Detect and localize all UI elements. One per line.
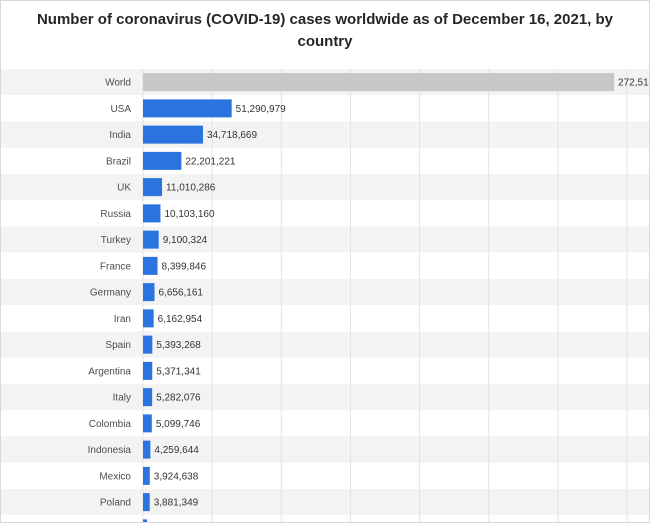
value-label: 6,656,161	[159, 288, 204, 299]
value-label: 5,371,341	[156, 366, 201, 377]
bar-spain	[143, 335, 153, 354]
row-band	[1, 147, 649, 174]
value-label: 10,103,160	[164, 209, 214, 220]
value-label: 5,282,076	[156, 393, 201, 404]
bar-partial	[143, 519, 147, 522]
value-label: 4,259,644	[154, 445, 199, 456]
row-band	[1, 200, 649, 227]
bar-world	[143, 73, 615, 92]
row-band	[1, 410, 649, 437]
bar-poland	[143, 493, 150, 512]
bar-indonesia	[143, 440, 151, 459]
bar-argentina	[143, 361, 153, 380]
value-label: 6,162,954	[158, 314, 203, 325]
row-band	[1, 489, 649, 516]
bar-usa	[143, 99, 232, 118]
category-label: USA	[110, 104, 131, 115]
bar-iran	[143, 309, 154, 328]
value-label: 5,099,746	[156, 419, 201, 430]
row-band	[1, 384, 649, 411]
value-label: 11,010,286	[166, 183, 216, 194]
value-label: 8,399,846	[162, 261, 207, 272]
row-band	[1, 305, 649, 332]
bar-brazil	[143, 151, 182, 170]
value-label: 9,100,324	[163, 235, 208, 246]
value-label: 51,290,979	[236, 104, 286, 115]
category-label: Iran	[114, 314, 131, 325]
row-band	[1, 226, 649, 253]
bar-colombia	[143, 414, 152, 433]
chart-title: Number of coronavirus (COVID-19) cases w…	[36, 11, 614, 50]
category-label: Turkey	[101, 235, 131, 246]
category-label: Germany	[90, 288, 131, 299]
value-label: 3,881,349	[154, 498, 199, 509]
row-band	[1, 515, 649, 522]
category-label: Italy	[113, 393, 131, 404]
bar-france	[143, 256, 158, 275]
value-label: 3,924,638	[154, 471, 199, 482]
category-label: France	[100, 261, 132, 272]
value-label: 22,201,221	[185, 156, 235, 167]
category-label: Poland	[100, 498, 131, 509]
bar-india	[143, 125, 204, 144]
row-band	[1, 357, 649, 384]
value-label: 34,718,669	[207, 130, 257, 141]
category-label: Colombia	[89, 419, 132, 430]
row-band	[1, 252, 649, 279]
category-label: Indonesia	[88, 445, 132, 456]
category-label: Brazil	[106, 156, 131, 167]
row-band	[1, 95, 649, 122]
row-band	[1, 174, 649, 201]
bar-uk	[143, 178, 163, 197]
category-label: Mexico	[99, 471, 131, 482]
row-band	[1, 436, 649, 463]
bar-italy	[143, 388, 153, 407]
bar-turkey	[143, 230, 159, 249]
category-label: UK	[117, 183, 131, 194]
bar-mexico	[143, 466, 150, 485]
row-band	[1, 462, 649, 489]
bar-russia	[143, 204, 161, 223]
value-label: 272,514,490	[618, 78, 649, 89]
category-label: Russia	[100, 209, 131, 220]
category-label: World	[105, 78, 131, 89]
category-label: Argentina	[88, 366, 131, 377]
category-label: India	[109, 130, 131, 141]
value-label: 5,393,268	[156, 340, 201, 351]
row-band	[1, 279, 649, 306]
category-label: Spain	[105, 340, 131, 351]
row-band	[1, 331, 649, 358]
bar-germany	[143, 283, 155, 302]
row-band	[1, 121, 649, 148]
